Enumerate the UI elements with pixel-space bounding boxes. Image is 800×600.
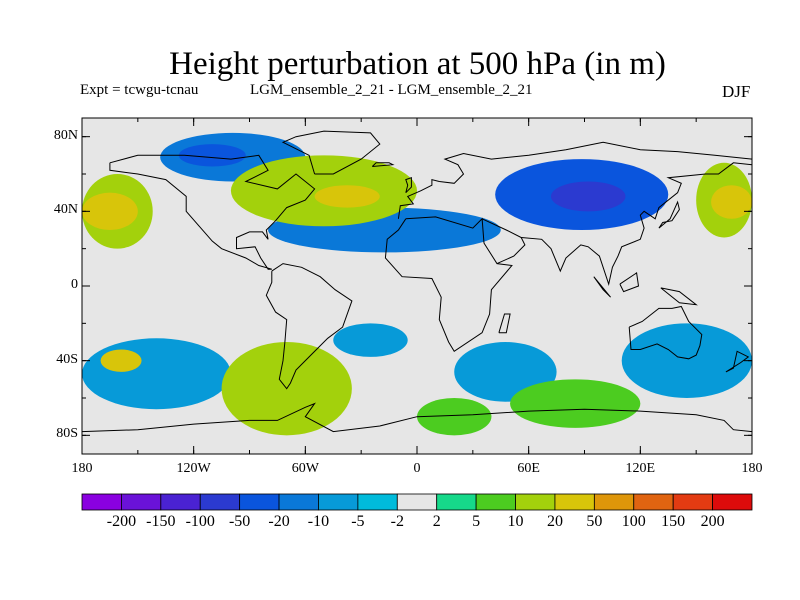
y-tick-label: 40N xyxy=(53,202,78,218)
coastline-6 xyxy=(521,162,753,286)
colorbar-box xyxy=(515,493,556,511)
contour-region-16 xyxy=(510,379,641,428)
colorbar-label: 50 xyxy=(586,513,603,530)
colorbar-box xyxy=(633,493,674,511)
colorbar-label: -100 xyxy=(185,513,215,530)
x-tick-label: 0 xyxy=(413,461,421,476)
y-tick-label: 40S xyxy=(56,351,78,367)
x-tick-label: 120W xyxy=(176,461,211,476)
contour-region-1 xyxy=(178,144,246,167)
colorbar-label: -5 xyxy=(351,513,365,530)
contour-region-6 xyxy=(82,192,138,230)
colorbar-box xyxy=(712,493,753,511)
y-tick-label: 80N xyxy=(53,127,78,143)
colorbar-box xyxy=(396,493,438,511)
coastline-11 xyxy=(371,162,395,167)
coastline-16 xyxy=(619,272,640,293)
colorbar-box xyxy=(475,493,516,511)
coastline-5 xyxy=(481,218,526,265)
colorbar-label: 2 xyxy=(432,513,441,530)
colorbar-box xyxy=(239,493,280,511)
colorbar-box xyxy=(554,493,595,511)
contour-region-10 xyxy=(314,185,380,208)
x-tick-label: 180 xyxy=(741,461,763,476)
contour-region-12 xyxy=(100,349,142,372)
coastline-15 xyxy=(660,287,698,306)
coastline-14 xyxy=(593,276,611,298)
colorbar-box xyxy=(160,493,201,511)
coastline-8 xyxy=(81,402,753,433)
x-tick-label: 60E xyxy=(517,461,540,476)
colorbar-box xyxy=(278,493,319,511)
coastline-13 xyxy=(498,313,511,334)
season-label: DJF xyxy=(722,82,751,101)
contour-region-13 xyxy=(333,323,408,357)
colorbar-label: 100 xyxy=(621,513,646,530)
ensemble-label: LGM_ensemble_2_21 - LGM_ensemble_2_21 xyxy=(250,82,533,98)
coastline-3 xyxy=(397,141,753,219)
colorbar-label: -50 xyxy=(228,513,251,530)
colorbar-box xyxy=(318,493,359,511)
colorbar-box xyxy=(199,493,241,511)
coastline-0 xyxy=(109,154,316,270)
contour-region-8 xyxy=(711,185,752,219)
colorbar-box xyxy=(593,493,635,511)
colorbar-box xyxy=(672,493,713,511)
contour-region-3 xyxy=(551,181,626,212)
colorbar-label: 20 xyxy=(546,513,563,530)
coastline-9 xyxy=(658,200,680,229)
colorbar-label: -200 xyxy=(106,513,137,530)
contour-region-17 xyxy=(621,323,752,398)
colorbar-box xyxy=(436,493,477,511)
y-tick-label: 0 xyxy=(71,277,78,292)
colorbar-box xyxy=(121,493,162,511)
coastline-2 xyxy=(281,130,381,175)
colorbar-label: 5 xyxy=(472,513,481,530)
coastline-7 xyxy=(628,305,703,360)
colorbar-box xyxy=(81,493,122,511)
colorbar-label: 200 xyxy=(700,513,725,530)
colorbar-label: 10 xyxy=(507,513,524,530)
experiment-label: Expt = tcwgu-tcnau xyxy=(80,82,199,98)
colorbar-box xyxy=(357,493,398,511)
colorbar-label: -150 xyxy=(146,513,176,530)
colorbar-label: 150 xyxy=(661,513,686,530)
coastline-4 xyxy=(384,216,513,353)
coastline-12 xyxy=(725,350,750,373)
x-tick-label: 180 xyxy=(71,461,93,476)
chart-title: Height perturbation at 500 hPa (in m) xyxy=(169,46,666,82)
x-tick-label: 120E xyxy=(625,461,656,476)
coastline-1 xyxy=(265,263,353,390)
y-tick-label: 80S xyxy=(56,426,78,442)
colorbar-label: -2 xyxy=(390,513,404,530)
colorbar-label: -20 xyxy=(268,513,290,530)
x-tick-label: 60W xyxy=(291,461,319,476)
contour-region-18 xyxy=(417,398,492,436)
coastline-10 xyxy=(405,177,412,194)
colorbar-label: -10 xyxy=(307,513,330,530)
